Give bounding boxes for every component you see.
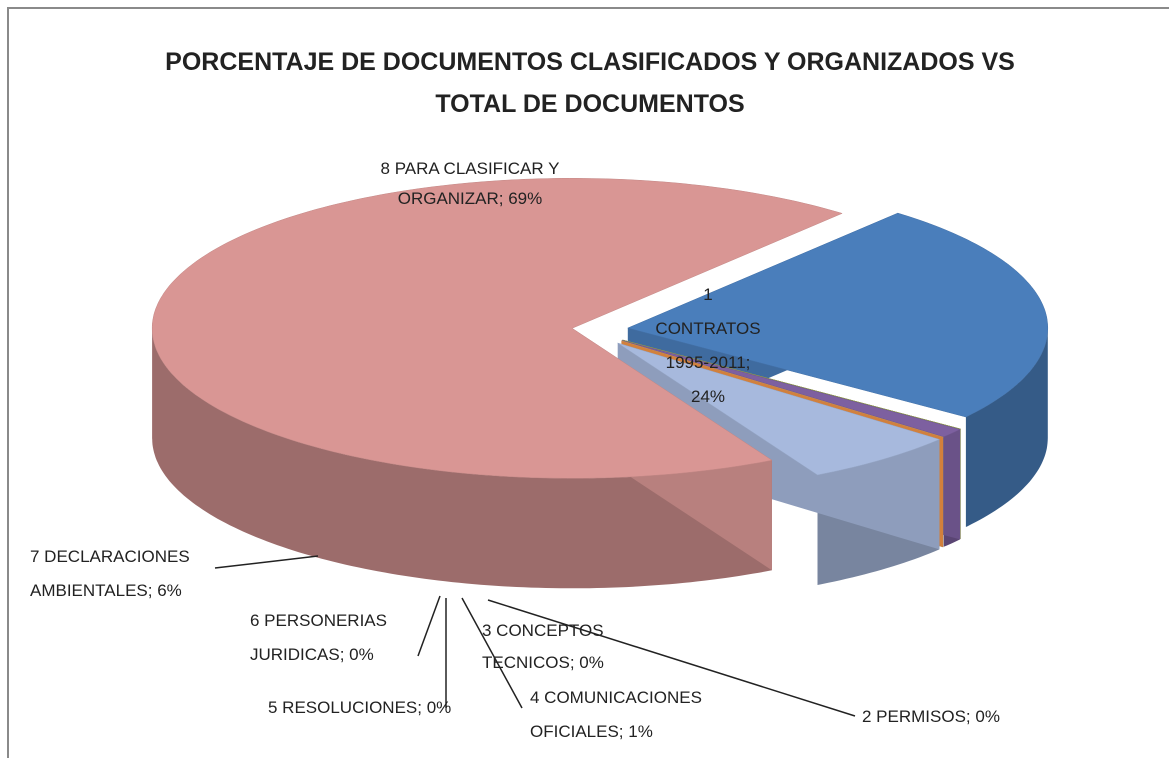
slice-side xyxy=(152,328,772,589)
slice-tops xyxy=(151,178,1049,479)
data-label: 6 PERSONERIAS JURIDICAS; 0% xyxy=(250,611,387,664)
label-line: 8 PARA CLASIFICAR Y xyxy=(381,159,560,178)
label-line: 5 RESOLUCIONES; 0% xyxy=(268,698,451,717)
data-label: 1 CONTRATOS 1995-2011; 24% xyxy=(655,285,760,406)
slice xyxy=(627,212,1049,418)
labels: 1 CONTRATOS 1995-2011; 24% 2 PERMISOS; 0% 3 C… xyxy=(30,159,1000,741)
leader-line xyxy=(461,597,523,709)
data-label: 3 CONCEPTOS TECNICOS; 0% xyxy=(482,621,604,672)
label-line: JURIDICAS; 0% xyxy=(250,645,374,664)
label-line: 1 xyxy=(703,285,712,304)
label-line: 2 PERMISOS; 0% xyxy=(862,707,1000,726)
data-label: 7 DECLARACIONES AMBIENTALES; 6% xyxy=(30,547,190,600)
label-line: 7 DECLARACIONES xyxy=(30,547,190,566)
leader-line xyxy=(417,595,441,657)
data-label: 8 PARA CLASIFICAR Y ORGANIZAR; 69% xyxy=(381,159,560,208)
label-line: CONTRATOS xyxy=(655,319,760,338)
label-line: 24% xyxy=(691,387,725,406)
slice xyxy=(621,340,944,438)
label-line: 1995-2011; xyxy=(666,353,751,372)
label-line: OFICIALES; 1% xyxy=(530,722,653,741)
data-label: 4 COMUNICACIONES OFICIALES; 1% xyxy=(530,688,702,741)
label-line: 3 CONCEPTOS xyxy=(482,621,604,640)
slice xyxy=(151,178,843,479)
slice xyxy=(621,340,961,438)
slice xyxy=(622,339,961,430)
leader-line xyxy=(487,599,856,717)
label-line: 6 PERSONERIAS xyxy=(250,611,387,630)
chart-title: PORCENTAJE DE DOCUMENTOS CLASIFICADOS Y … xyxy=(165,48,1015,118)
label-line: PORCENTAJE DE DOCUMENTOS CLASIFICADOS Y … xyxy=(165,48,1015,76)
label-line: AMBIENTALES; 6% xyxy=(30,581,182,600)
leader-line xyxy=(214,555,319,569)
label-line: TOTAL DE DOCUMENTOS xyxy=(435,90,744,118)
data-label: 2 PERMISOS; 0% xyxy=(862,707,1000,726)
slice xyxy=(617,342,941,476)
data-label: 5 RESOLUCIONES; 0% xyxy=(268,698,451,717)
label-line: TECNICOS; 0% xyxy=(482,653,604,672)
label-line: 4 COMUNICACIONES xyxy=(530,688,702,707)
slice-side xyxy=(965,328,1048,527)
label-line: ORGANIZAR; 69% xyxy=(398,189,543,208)
